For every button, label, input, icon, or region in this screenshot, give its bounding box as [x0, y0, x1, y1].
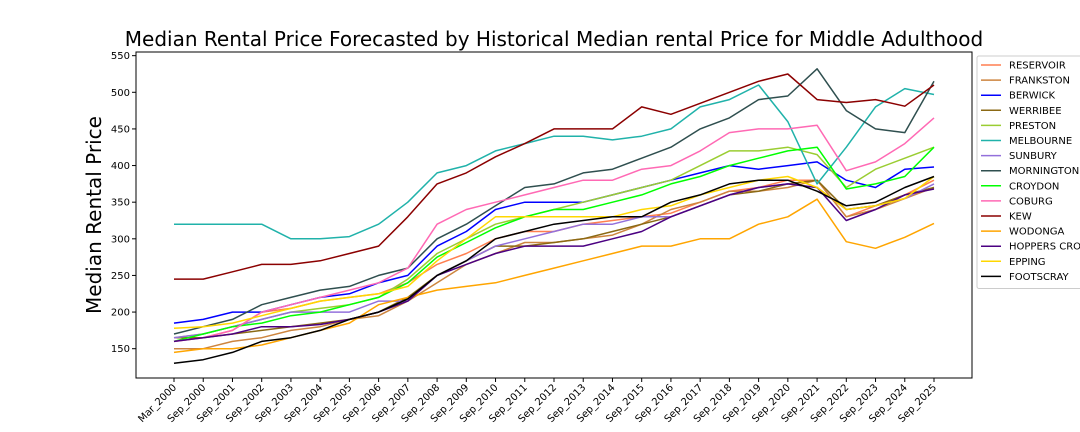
legend-entry-label: COBURG: [1009, 196, 1053, 207]
legend-entry-label: EPPING: [1009, 257, 1046, 268]
legend-entry-label: FOOTSCRAY: [1009, 272, 1070, 283]
legend-box: [976, 55, 1080, 289]
plot-frame: [135, 51, 973, 379]
series-line-wodonga: [173, 198, 935, 354]
y-tick-label: 450: [111, 124, 130, 135]
legend-entry-label: BERWICK: [1009, 91, 1056, 102]
series-line-melbourne: [174, 84, 935, 240]
legend-entry-label: WERRIBEE: [1009, 106, 1062, 117]
y-tick-label: 550: [111, 51, 130, 62]
chart-title: Median Rental Price Forecasted by Histor…: [125, 27, 983, 51]
legend: RESERVOIR FRANKSTON BERWICK WERRIBEE PRESTON…: [976, 55, 1080, 289]
legend-entry-label: CROYDON: [1009, 181, 1059, 192]
y-tick-label: 300: [111, 234, 130, 245]
y-axis-label: Median Rental Price: [82, 116, 106, 314]
x-axis: Mar_2000Sep_2000Sep_2001Sep_2002Sep_2003…: [136, 378, 939, 425]
series-line-hoppers-crossing: [173, 183, 935, 343]
y-tick-label: 150: [111, 344, 130, 355]
legend-entry-label: MORNINGTON: [1009, 166, 1079, 177]
y-tick-label: 350: [111, 198, 130, 209]
legend-entry-label: HOPPERS CROSSING: [1009, 242, 1080, 253]
plot-lines: [173, 68, 935, 365]
legend-entry-label: RESERVOIR: [1009, 61, 1066, 72]
legend-entry-label: PRESTON: [1009, 121, 1056, 132]
legend-entry-label: KEW: [1009, 212, 1032, 223]
y-tick-label: 400: [111, 161, 130, 172]
series-line-sunbury: [173, 183, 935, 339]
series-line-coburg: [173, 117, 935, 343]
series-line-croydon: [173, 146, 935, 343]
legend-entry-label: SUNBURY: [1009, 151, 1058, 162]
series-line-kew: [174, 73, 935, 280]
series-line-footscray: [173, 175, 935, 365]
y-axis: 150 200 250 300 350 400 450 500 550: [111, 51, 136, 355]
legend-entry-label: FRANKSTON: [1009, 76, 1070, 87]
y-tick-label: 250: [111, 271, 130, 282]
series-line-epping: [173, 175, 935, 329]
legend-entry-label: MELBOURNE: [1009, 136, 1072, 147]
y-tick-label: 200: [111, 308, 130, 319]
legend-entry-label: WODONGA: [1009, 227, 1065, 238]
y-tick-label: 500: [111, 88, 130, 99]
series-line-mornington: [173, 68, 935, 335]
